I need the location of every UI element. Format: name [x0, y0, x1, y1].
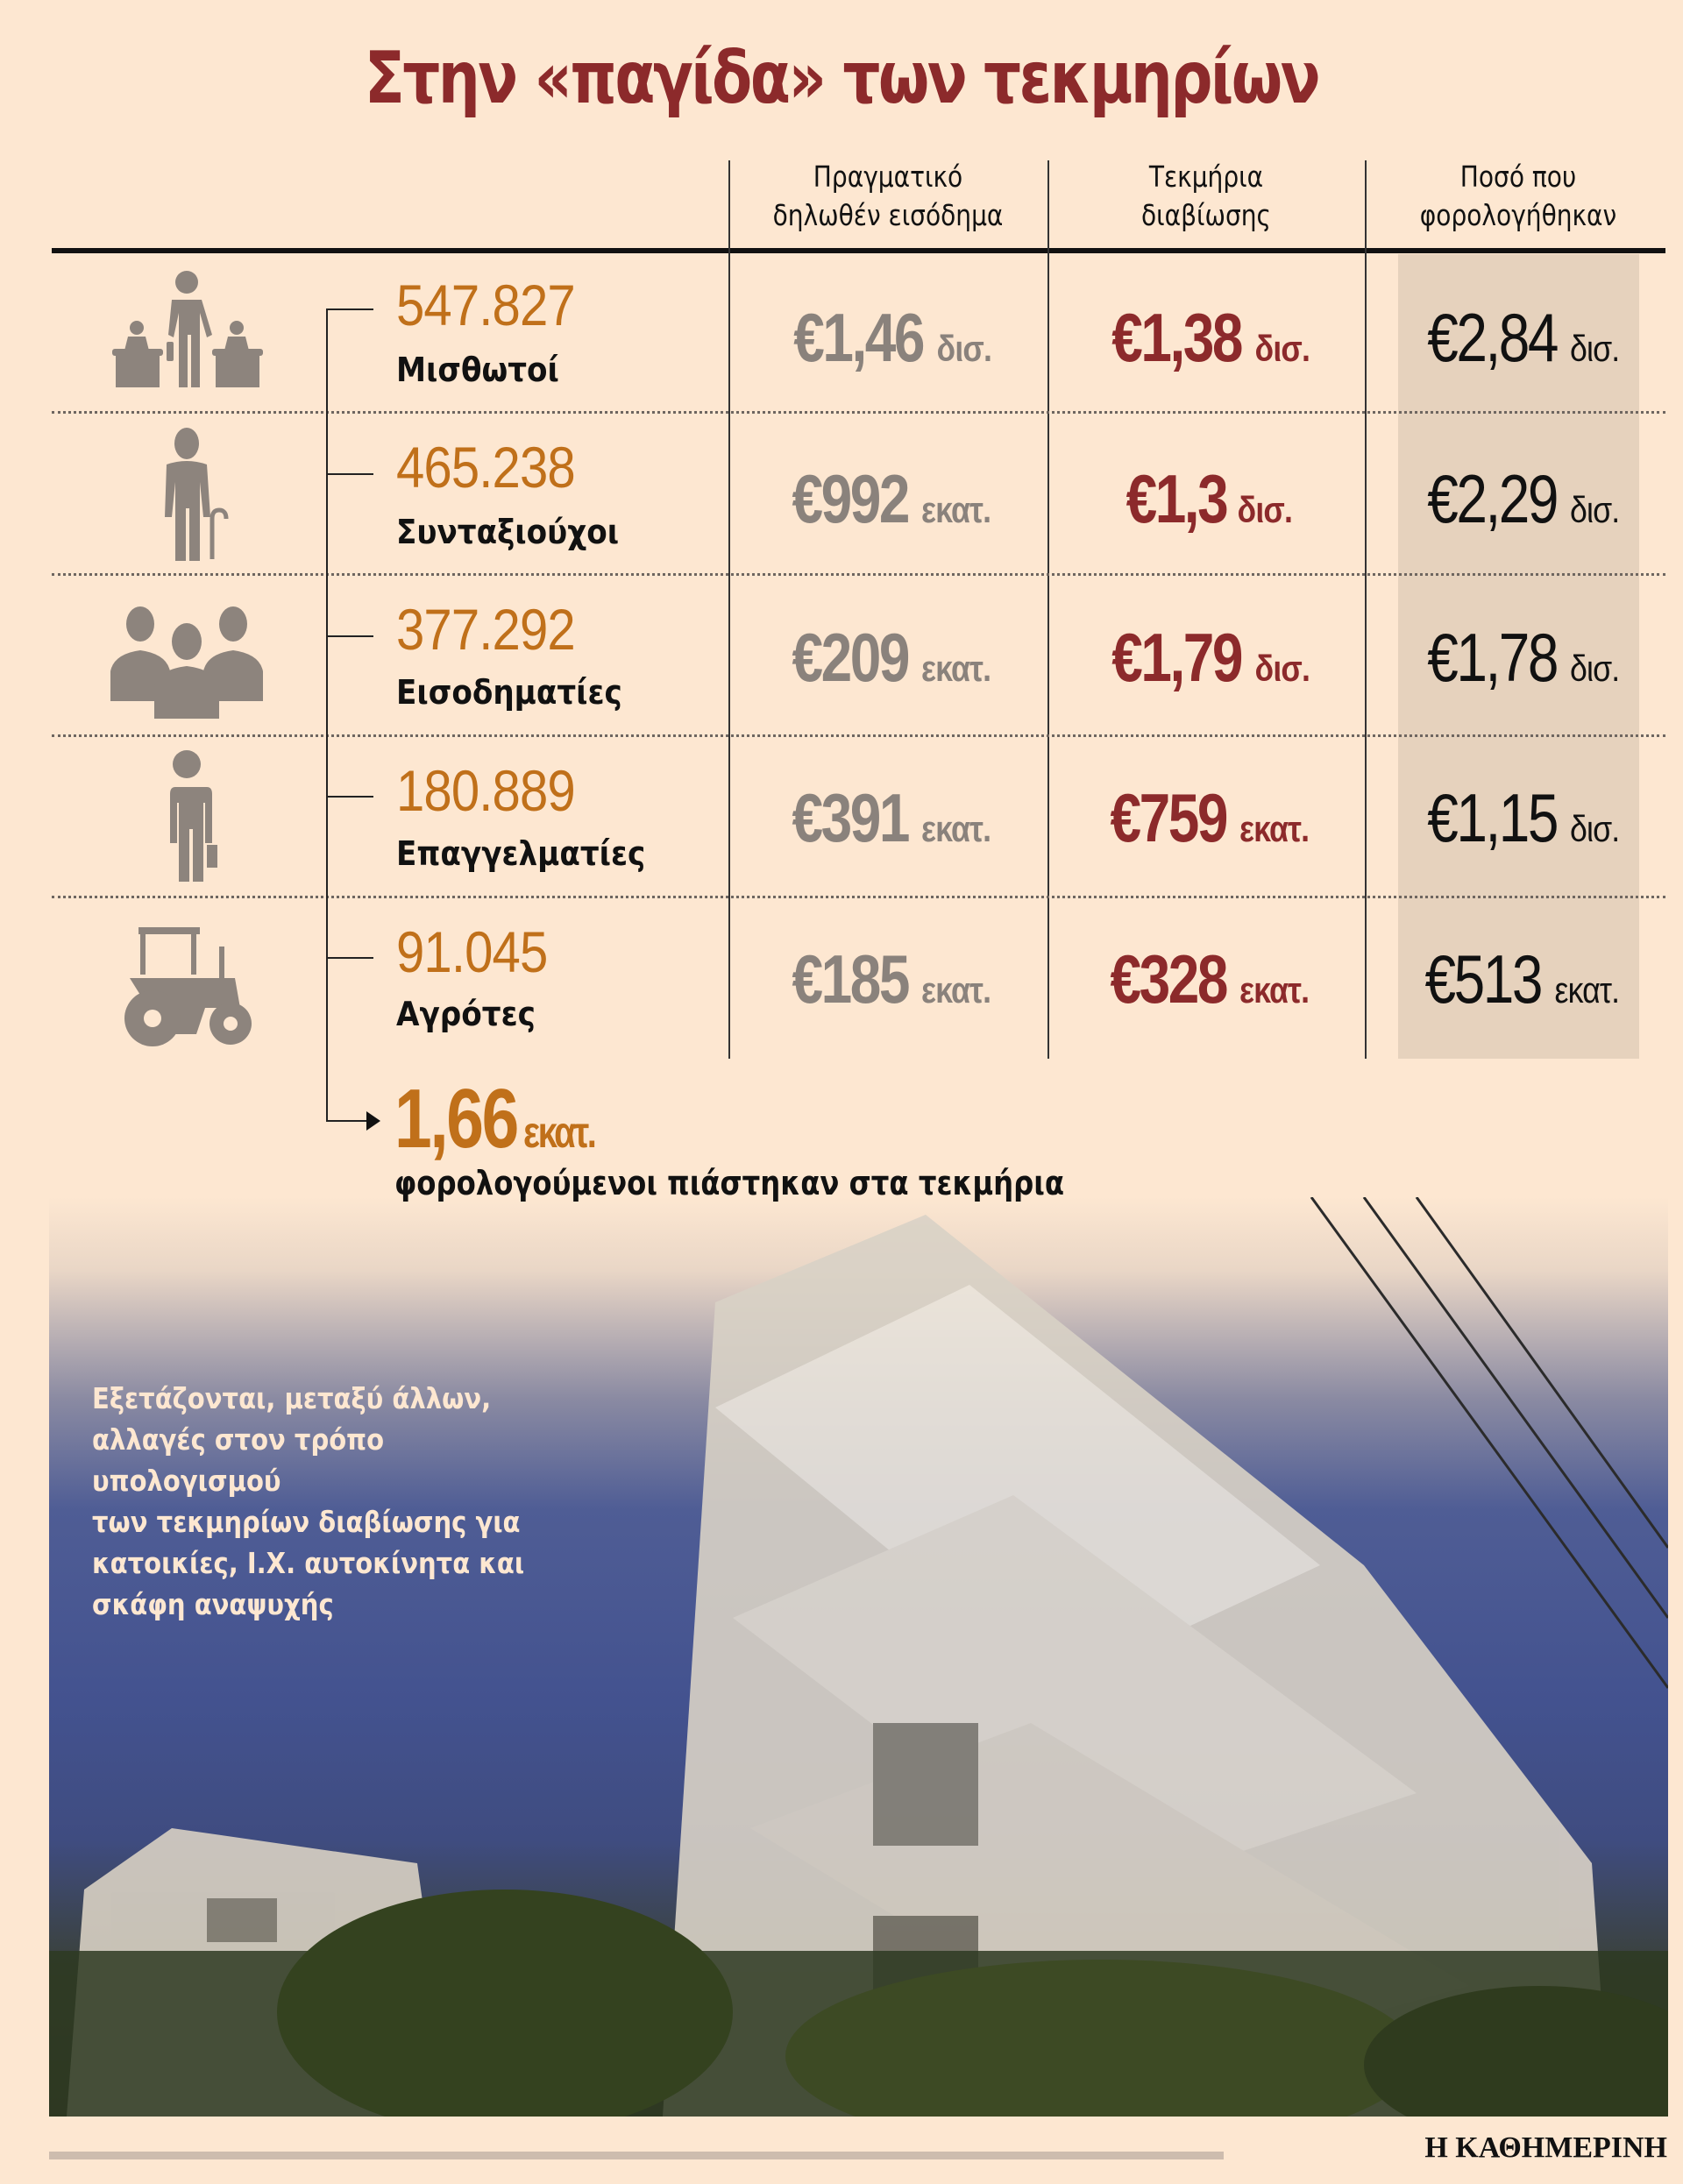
- person-briefcase-icon: [167, 750, 217, 882]
- column-header-line: Ποσό που: [1459, 160, 1577, 194]
- tractor-icon: [124, 927, 252, 1046]
- row-separator: [52, 573, 1665, 576]
- taxed-column-highlight: [1398, 254, 1639, 1059]
- row-count: 547.827: [396, 273, 576, 337]
- column-header-line: Τεκμήρια: [1148, 160, 1264, 194]
- column-divider: [1365, 160, 1367, 1059]
- row-label: Συνταξιούχοι: [396, 513, 620, 551]
- column-header-line: δηλωθέν εισόδημα: [772, 198, 1004, 232]
- photo-caption: Εξετάζονται, μεταξύ άλλων, αλλαγές στον …: [92, 1378, 555, 1625]
- taxed-amount-cell: €2,84 δισ.: [1427, 299, 1620, 376]
- header-rule: [52, 248, 1665, 253]
- column-header-line: φορολογήθηκαν: [1419, 198, 1617, 232]
- bracket-tick: [326, 957, 373, 959]
- row-separator: [52, 734, 1665, 737]
- office-workers-icon: [112, 271, 263, 387]
- declared-income-cell: €992 εκατ.: [792, 460, 991, 537]
- presumed-living-cell: €1,38 δισ.: [1111, 299, 1310, 376]
- column-header-taxed-amount: Ποσό που φορολογήθηκαν: [1388, 158, 1649, 235]
- total-count: 1,66 εκατ.: [394, 1072, 597, 1166]
- caption-line: αλλαγές στον τρόπο υπολογισμού: [92, 1422, 385, 1498]
- declared-income-cell: €1,46 δισ.: [793, 299, 992, 376]
- row-separator: [52, 411, 1665, 414]
- building-photo: [49, 1197, 1668, 2117]
- presumed-living-cell: €759 εκατ.: [1110, 779, 1310, 856]
- declared-income-cell: €391 εκατ.: [792, 779, 991, 856]
- row-count: 465.238: [396, 435, 576, 500]
- column-divider: [728, 160, 730, 1059]
- bracket-tick: [326, 796, 373, 798]
- bracket-tick: [326, 308, 373, 310]
- presumed-living-cell: €1,3 δισ.: [1126, 460, 1293, 537]
- row-count: 377.292: [396, 597, 576, 662]
- brand-logo: Η ΚΑΘΗΜΕΡΙΝΗ: [1424, 2131, 1667, 2164]
- row-label: Εισοδηματίες: [396, 673, 622, 712]
- bracket-line: [326, 308, 328, 1122]
- row-label: Μισθωτοί: [396, 351, 559, 389]
- column-header-line: Πραγματικό: [813, 160, 963, 194]
- row-separator: [52, 896, 1665, 898]
- elderly-person-cane-icon: [165, 428, 229, 561]
- row-label: Αγρότες: [396, 995, 536, 1033]
- bracket-tick: [326, 635, 373, 637]
- taxed-amount-cell: €1,78 δισ.: [1427, 619, 1620, 696]
- column-header-line: διαβίωσης: [1140, 198, 1272, 232]
- column-divider: [1047, 160, 1049, 1059]
- row-count: 91.045: [396, 919, 548, 984]
- presumed-living-cell: €1,79 δισ.: [1111, 619, 1310, 696]
- caption-line: κατοικίες, Ι.Χ. αυτοκίνητα και: [92, 1546, 525, 1580]
- caption-line: Εξετάζονται, μεταξύ άλλων,: [92, 1381, 492, 1415]
- declared-income-cell: €209 εκατ.: [792, 619, 991, 696]
- column-header-declared-income: Πραγματικό δηλωθέν εισόδημα: [752, 158, 1023, 235]
- taxed-amount-cell: €513 εκατ.: [1424, 940, 1620, 1018]
- taxed-amount-cell: €1,15 δισ.: [1427, 779, 1620, 856]
- column-header-presumed-living: Τεκμήρια διαβίωσης: [1071, 158, 1341, 235]
- page-title: Στην «παγίδα» των τεκμηρίων: [364, 37, 1321, 120]
- row-label: Επαγγελματίες: [396, 834, 646, 873]
- arrow-head-icon: [366, 1111, 380, 1131]
- building-illustration: [49, 1197, 1668, 2117]
- group-people-icon: [110, 606, 263, 719]
- taxed-amount-cell: €2,29 δισ.: [1427, 460, 1620, 537]
- footer-rule: [49, 2152, 1224, 2159]
- row-count: 180.889: [396, 758, 576, 823]
- caption-line: σκάφη αναψυχής: [92, 1587, 334, 1621]
- total-subtitle: φορολογούμενοι πιάστηκαν στα τεκμήρια: [394, 1164, 1065, 1202]
- total-arrow: [326, 1120, 370, 1122]
- bracket-tick: [326, 473, 373, 475]
- caption-line: των τεκμηρίων διαβίωσης για: [92, 1505, 521, 1539]
- declared-income-cell: €185 εκατ.: [792, 940, 991, 1018]
- presumed-living-cell: €328 εκατ.: [1110, 940, 1310, 1018]
